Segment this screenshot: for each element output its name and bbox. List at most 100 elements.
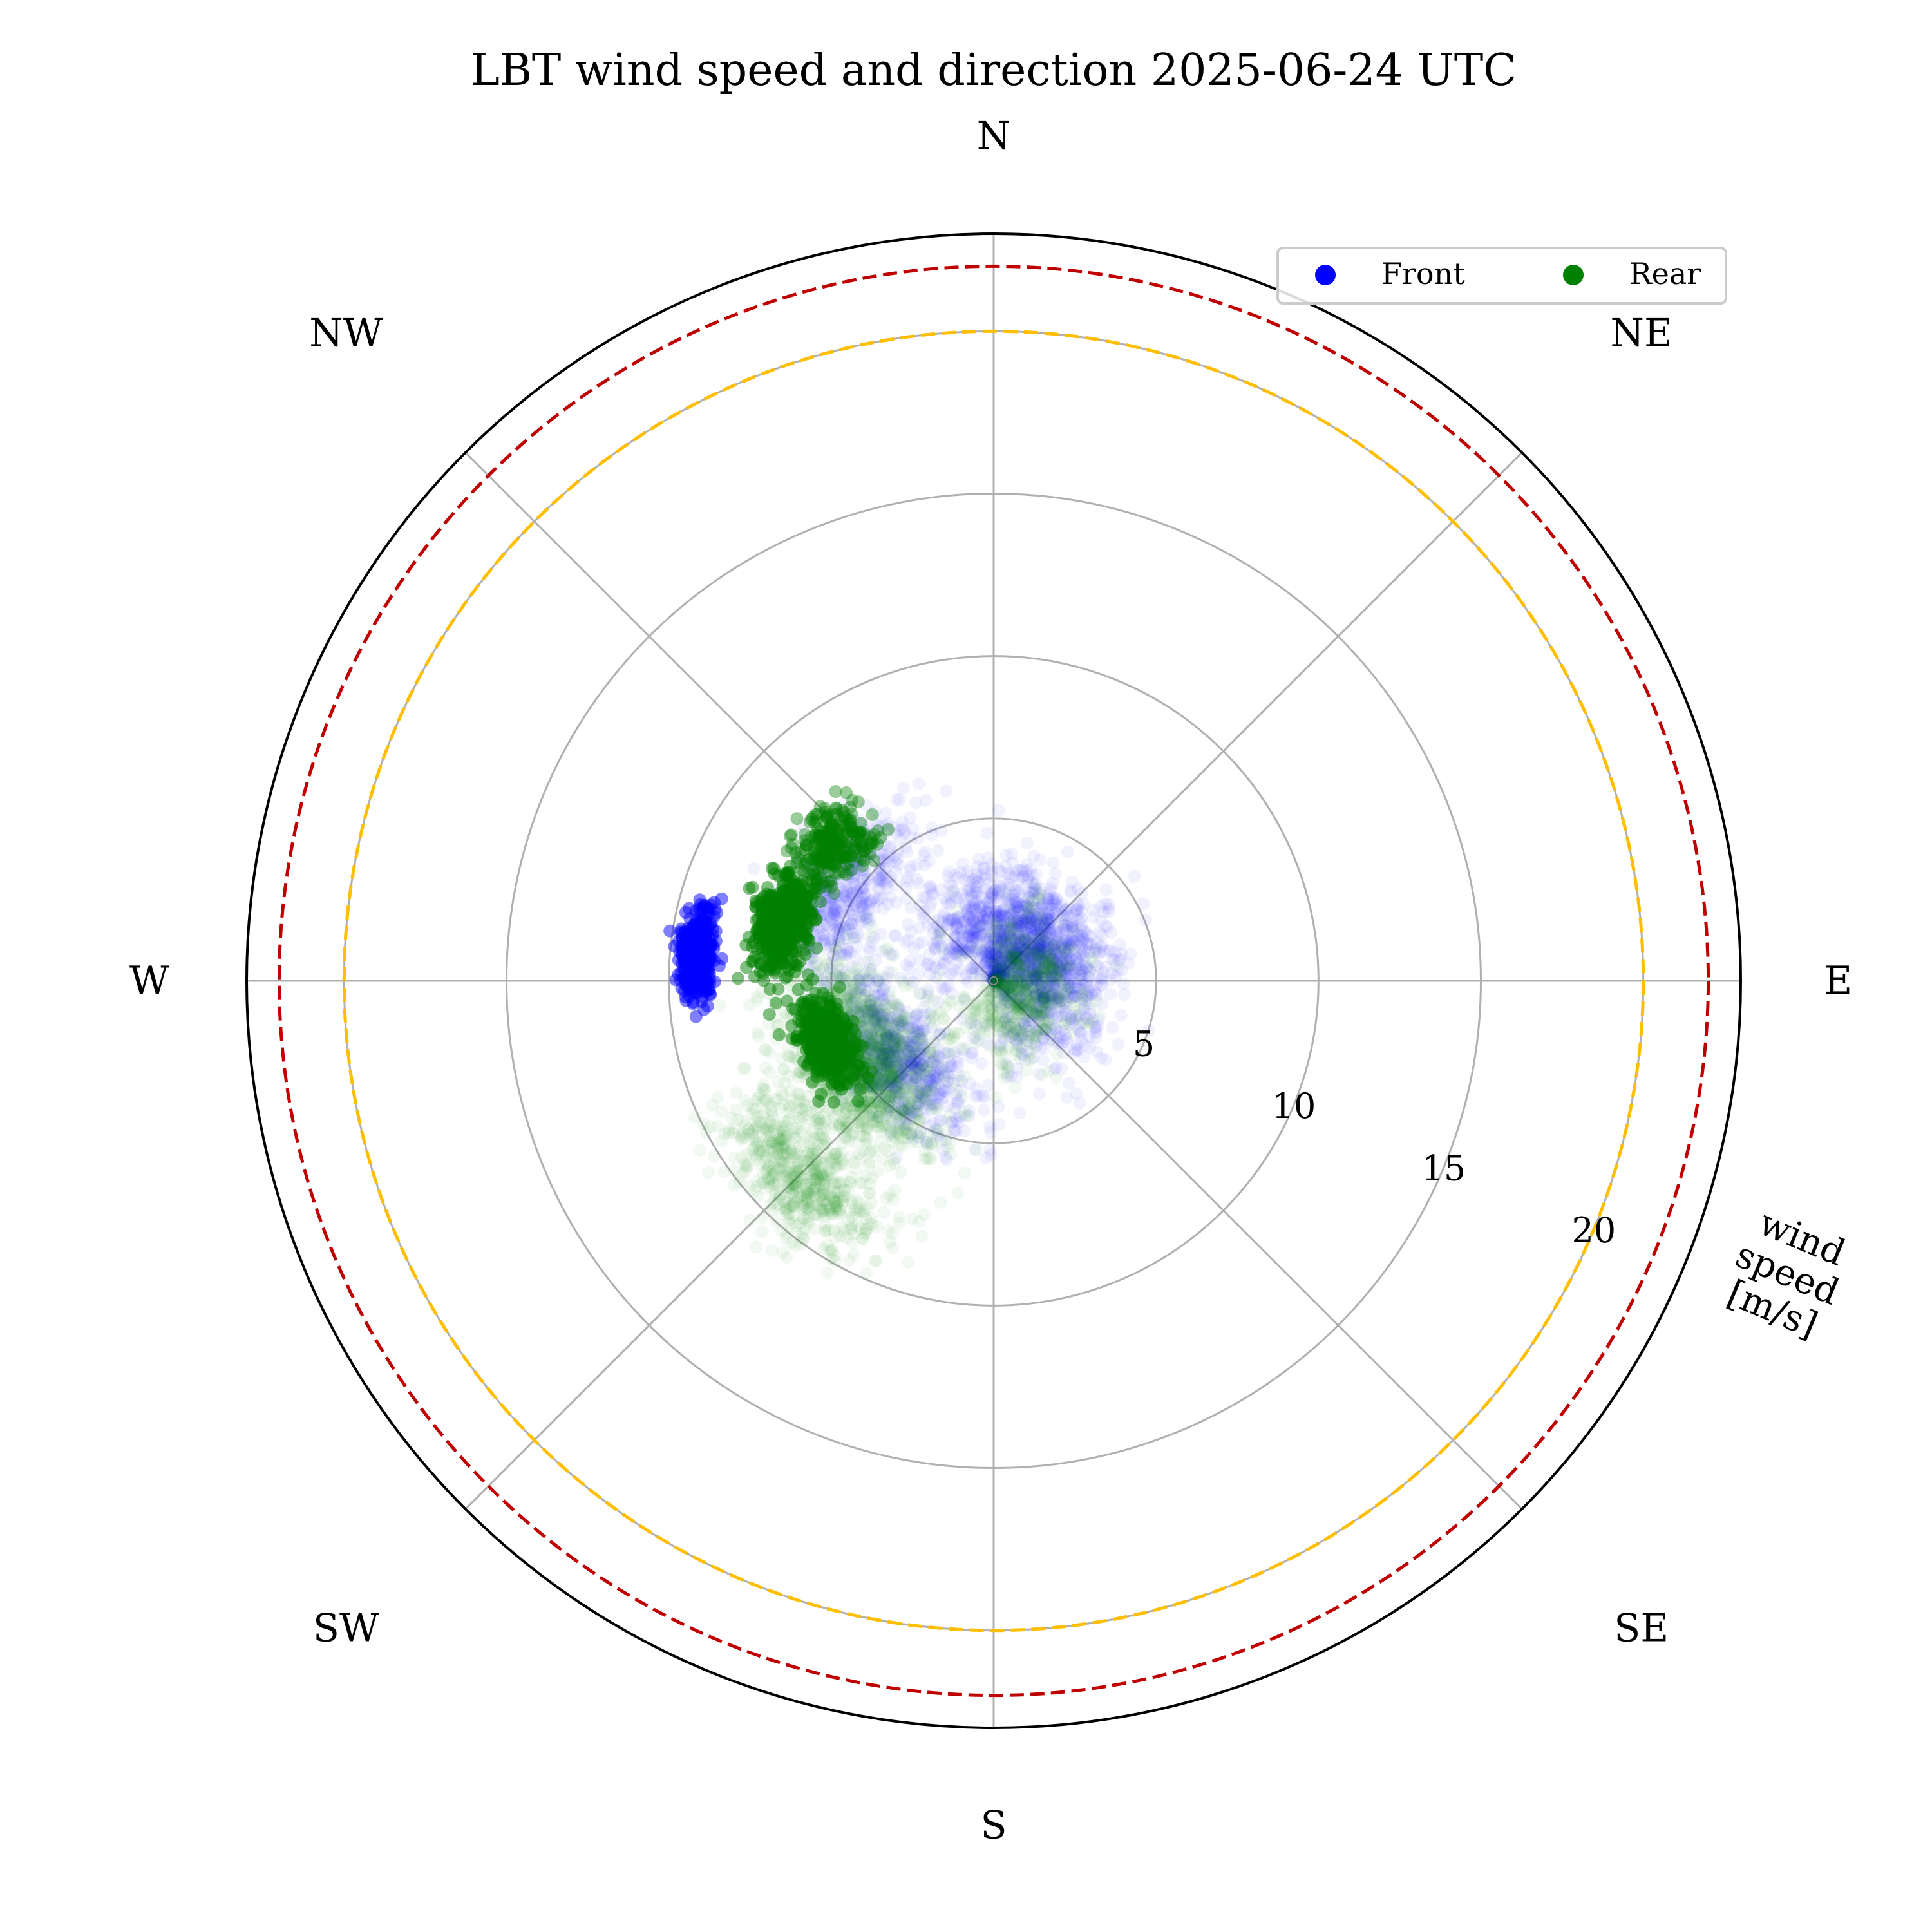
data-point-front [931, 844, 944, 857]
data-point-front [1021, 960, 1034, 973]
data-point-front [1004, 938, 1018, 951]
data-point-front [916, 936, 929, 949]
data-point-front [1046, 971, 1059, 984]
data-point-front [1001, 978, 1014, 992]
data-point-front [989, 958, 1001, 972]
data-point-front [985, 858, 998, 871]
data-point-front [1001, 951, 1015, 964]
data-point-front [1003, 915, 1016, 929]
data-point-front [1024, 921, 1037, 934]
data-point-front [1046, 939, 1059, 952]
data-point-front [977, 1103, 990, 1117]
data-point-front [947, 1045, 961, 1059]
data-point-front [699, 959, 713, 972]
data-point-front [1093, 925, 1106, 939]
data-point-front [964, 908, 978, 922]
data-point-front [1035, 980, 1048, 993]
data-point-front [1024, 862, 1037, 876]
data-point-front [1063, 933, 1077, 947]
data-point-front [1037, 1005, 1050, 1019]
data-point-front [941, 918, 954, 932]
data-point-rear [923, 1043, 936, 1056]
data-point-front [1014, 934, 1027, 948]
data-point-front [1076, 948, 1090, 961]
data-point-front [1026, 938, 1039, 951]
data-point-front [968, 962, 981, 975]
data-point-front [1058, 1004, 1072, 1018]
data-point-front [1062, 1077, 1075, 1090]
data-point-front [853, 974, 867, 987]
data-point-rear [853, 1113, 866, 1126]
data-point-front [961, 864, 975, 878]
data-point-front [1055, 994, 1068, 1007]
data-point-front [873, 975, 886, 989]
data-point-front [1075, 929, 1088, 942]
data-point-front [969, 962, 983, 976]
data-point-front [1029, 990, 1043, 1003]
data-point-front [1036, 1031, 1050, 1045]
data-point-front [933, 956, 946, 970]
data-point-front [1115, 947, 1128, 960]
data-point-front [900, 845, 914, 858]
data-point-front [949, 946, 963, 960]
data-point-front [963, 930, 976, 943]
data-point-front [1075, 992, 1089, 1006]
data-point-front [1044, 953, 1057, 967]
data-point-front [1063, 959, 1077, 972]
data-point-front [1082, 945, 1095, 958]
data-point-front [947, 913, 960, 927]
data-point-front [990, 904, 1003, 918]
data-point-front [1077, 1003, 1091, 1016]
data-point-front [1049, 926, 1063, 940]
data-point-front [1000, 981, 1014, 994]
data-point-front [942, 942, 956, 956]
data-point-front [996, 978, 1010, 991]
data-point-front [1073, 1096, 1086, 1110]
data-point-front [1058, 941, 1071, 954]
data-point-rear [865, 1089, 878, 1103]
data-point-front [1137, 897, 1150, 911]
data-point-front [1066, 925, 1080, 938]
data-point-front [1070, 957, 1084, 971]
data-point-front [1011, 884, 1025, 898]
data-point-front [1027, 937, 1040, 951]
data-point-front [973, 920, 987, 933]
data-point-front [1010, 1062, 1024, 1075]
data-point-front [1038, 970, 1052, 983]
data-point-front [1021, 898, 1035, 911]
data-point-front [1085, 936, 1098, 950]
data-point-front [999, 963, 1013, 977]
data-point-front [1097, 965, 1110, 979]
data-point-front [1054, 1031, 1067, 1044]
data-point-front [1020, 857, 1034, 871]
data-point-front [971, 911, 985, 925]
data-point-front [981, 912, 995, 925]
data-point-front [995, 940, 1009, 954]
data-point-front [985, 925, 999, 938]
data-point-front [1005, 933, 1018, 946]
data-point-front [980, 913, 994, 927]
data-point-front [1030, 922, 1044, 936]
data-point-front [1032, 992, 1045, 1005]
data-point-front [985, 887, 999, 901]
data-point-front [1020, 837, 1034, 849]
data-point-front [989, 960, 1003, 973]
data-point-rear [778, 1062, 791, 1075]
data-point-front [918, 858, 931, 872]
data-point-front [1011, 897, 1025, 911]
data-point-front [1102, 902, 1115, 916]
data-point-front [971, 859, 984, 873]
data-point-front [1011, 939, 1025, 952]
data-point-rear [958, 1108, 971, 1122]
data-point-front [969, 880, 983, 893]
data-point-front [1018, 960, 1032, 973]
data-point-front [978, 956, 992, 969]
data-point-front [1063, 1017, 1075, 1030]
data-point-front [951, 945, 965, 959]
data-point-front [1056, 919, 1070, 933]
data-point-front [989, 971, 1002, 985]
angular-gridline-sw [464, 980, 995, 1510]
data-point-front [1090, 977, 1104, 990]
data-point-front [1028, 922, 1042, 936]
data-point-front [1059, 933, 1072, 946]
